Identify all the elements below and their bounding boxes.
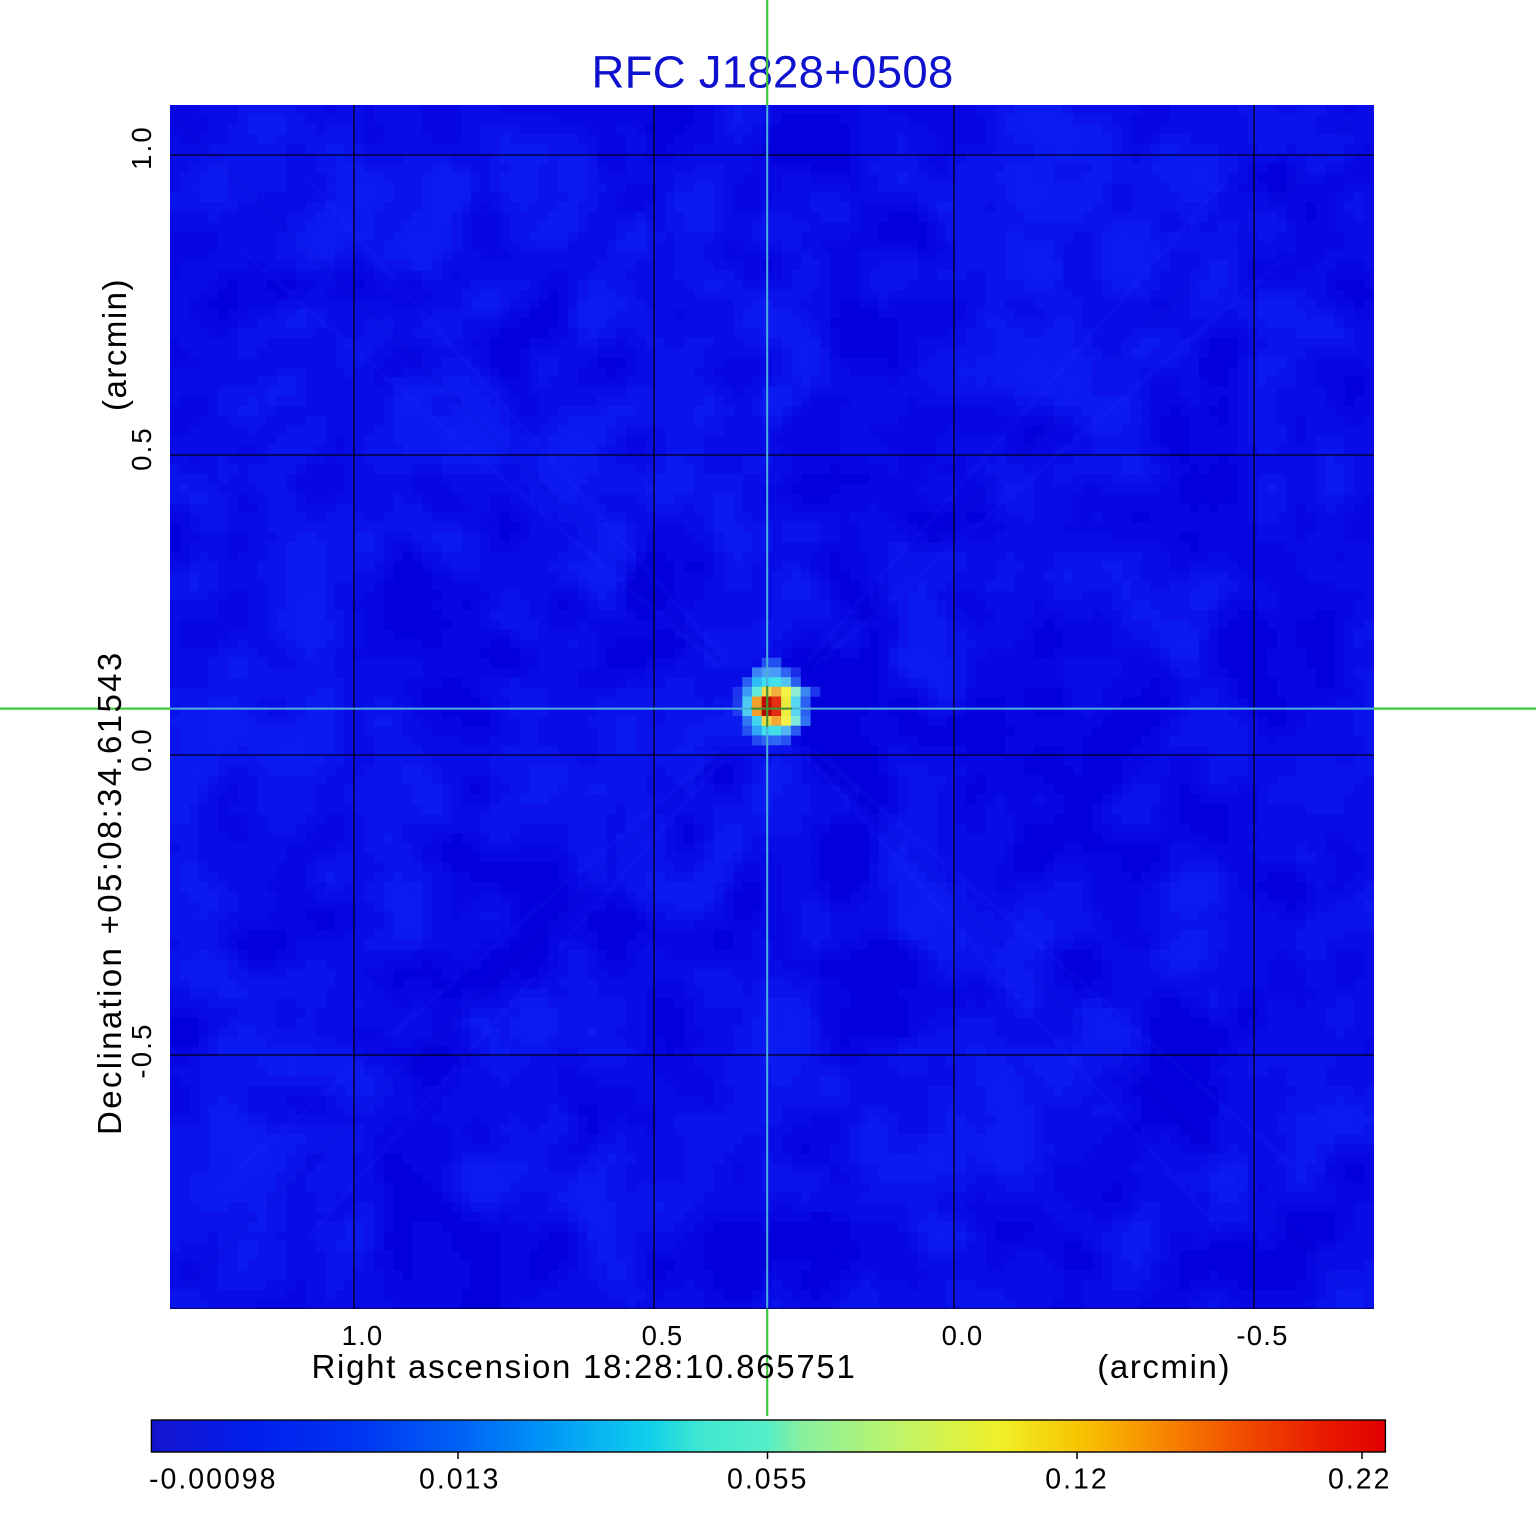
svg-text:0.0: 0.0 <box>942 1320 984 1351</box>
svg-text:-0.00098: -0.00098 <box>149 1463 278 1495</box>
svg-text:(arcmin): (arcmin) <box>96 278 133 411</box>
svg-text:0.5: 0.5 <box>642 1320 684 1351</box>
svg-text:-0.5: -0.5 <box>1236 1320 1288 1351</box>
svg-text:Right ascension 18:28:10.8657: Right ascension 18:28:10.865751 <box>312 1348 857 1385</box>
svg-text:Declination +05:08:34.61543: Declination +05:08:34.61543 <box>91 650 128 1135</box>
svg-text:0.0: 0.0 <box>126 727 157 772</box>
svg-text:0.013: 0.013 <box>419 1463 500 1495</box>
svg-text:1.0: 1.0 <box>126 125 157 170</box>
svg-text:-0.5: -0.5 <box>126 1022 157 1078</box>
svg-text:RFC J1828+0508: RFC J1828+0508 <box>591 46 953 97</box>
svg-text:0.12: 0.12 <box>1045 1463 1108 1495</box>
svg-text:0.22: 0.22 <box>1328 1463 1391 1495</box>
svg-text:1.0: 1.0 <box>342 1320 384 1351</box>
svg-text:0.5: 0.5 <box>126 426 157 471</box>
svg-text:(arcmin): (arcmin) <box>1097 1348 1231 1385</box>
svg-text:0.055: 0.055 <box>727 1463 808 1495</box>
